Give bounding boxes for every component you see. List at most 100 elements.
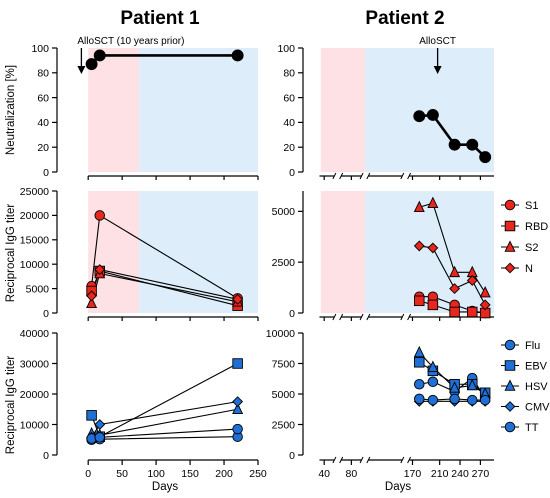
data-point-rbd [427,299,439,311]
y-tick-label: 40 [37,117,49,129]
legend-marker-hsv [504,379,516,391]
x-axis-break [400,313,405,321]
y-tick-label: 5000 [272,389,296,401]
legend-label-n: N [525,263,533,275]
title-patient-2: Patient 2 [365,8,444,29]
x-axis-break [366,313,371,321]
x-axis-break [332,456,337,464]
y-tick-label: 30000 [20,358,49,370]
data-point-tt [479,394,491,406]
x-tick-label: 170 [404,468,422,480]
data-point-ebv [232,358,243,369]
data-point-tt [427,394,439,406]
data-point-neutralization [93,49,106,62]
x-axis-break [366,456,371,464]
data-point-tt [94,432,105,443]
data-point-s2 [449,265,461,278]
y-tick-label: 10000 [20,419,49,431]
annotation-arrow-head [77,66,86,74]
data-point-n [449,283,461,295]
annotation-arrow-head [433,66,442,74]
legend-marker-s2 [504,240,516,252]
y-tick-label: 20 [283,142,295,154]
band-pink [320,48,365,172]
data-point-n [413,240,425,252]
data-point-flu [414,378,425,390]
x-axis-break [400,456,405,464]
legend-label-rbd: RBD [525,221,548,233]
legend-label-s2: S2 [525,242,538,254]
data-point-neutralization [231,49,244,62]
y-tick-label: 0 [289,167,295,179]
data-point-s2 [427,196,439,208]
band-blue [364,48,494,172]
y-tick-label: 20000 [20,389,49,401]
data-point-ebv [414,357,425,368]
data-point-neutralization [448,138,461,151]
data-point-n [86,290,98,302]
y-tick-label: 2500 [272,419,296,431]
y-tick-label: 5000 [272,206,296,218]
x-tick-label: 80 [346,468,358,480]
series-line-flu [91,436,238,441]
data-point-neutralization [466,138,479,151]
x-tick-label: 50 [116,468,128,480]
data-point-n [479,299,491,311]
band-blue [139,48,258,172]
data-point-n [94,264,106,276]
band-blue [139,191,258,313]
data-point-n [466,275,478,286]
y-tick-label: 25000 [20,186,49,198]
legend-label-cmv: CMV [525,402,550,414]
y-tick-label: 2500 [272,257,296,269]
x-tick-label: 250 [249,468,267,480]
band-blue [364,191,494,313]
title-patient-1: Patient 1 [120,8,200,29]
data-point-s2 [479,286,491,298]
data-point-neutralization [479,151,492,164]
band-pink [320,191,365,313]
data-point-s2 [86,296,98,308]
x-tick-label: 100 [147,468,165,480]
legend-label-hsv: HSV [525,381,548,393]
legend-marker-tt [504,421,516,433]
ylabel-igg-top: Reciprocal IgG titer [5,204,17,303]
x-axis-break [407,456,412,464]
x-tick-label: 40 [318,468,330,480]
y-tick-label: 60 [283,92,295,104]
x-tick-label: 210 [431,468,449,480]
x-axis-break [339,456,344,464]
legend-marker-rbd [504,220,516,232]
x-tick-label: 270 [472,468,490,480]
xlabel-days-left: Days [152,481,178,493]
data-point-hsv [427,360,439,372]
data-point-flu [427,376,439,388]
y-tick-label: 20000 [20,210,49,222]
y-tick-label: 0 [43,167,49,179]
data-point-neutralization [426,109,439,121]
data-point-s2 [413,200,425,213]
legend-label-s1: S1 [525,200,538,212]
y-tick-label: 100 [277,43,295,55]
y-tick-label: 10000 [266,328,295,340]
y-tick-label: 0 [289,308,295,320]
data-point-hsv [466,378,478,391]
chart-p2-neut: 0 20 40 60 80 100 AlloSCT [277,36,494,180]
data-point-tt [449,393,460,405]
legend-marker-flu [504,339,516,351]
x-axis-break [400,172,405,180]
xlabel-days-right: Days [385,481,411,493]
legend-marker-ebv [504,360,516,371]
x-tick-label: 240 [451,468,469,480]
data-point-cmv [232,396,244,408]
x-axis-break [407,313,412,321]
y-tick-label: 10000 [20,259,49,271]
y-tick-label: 0 [289,450,295,462]
data-point-hsv [449,381,461,393]
series-line-cmv [91,401,238,438]
x-axis-break [339,313,344,321]
chart-p2-vir: 0 2500 5000 7500 10000 40 80 170 210 240 270 Flu EBV… [266,328,550,480]
y-tick-label: 40000 [20,328,49,340]
chart-p1-neut: 0 20 40 60 80 100 AlloSCT (10 years prior) [31,36,259,180]
chart-p2-sars: 0 2500 5000 S1 RBD S2 N [272,191,548,321]
